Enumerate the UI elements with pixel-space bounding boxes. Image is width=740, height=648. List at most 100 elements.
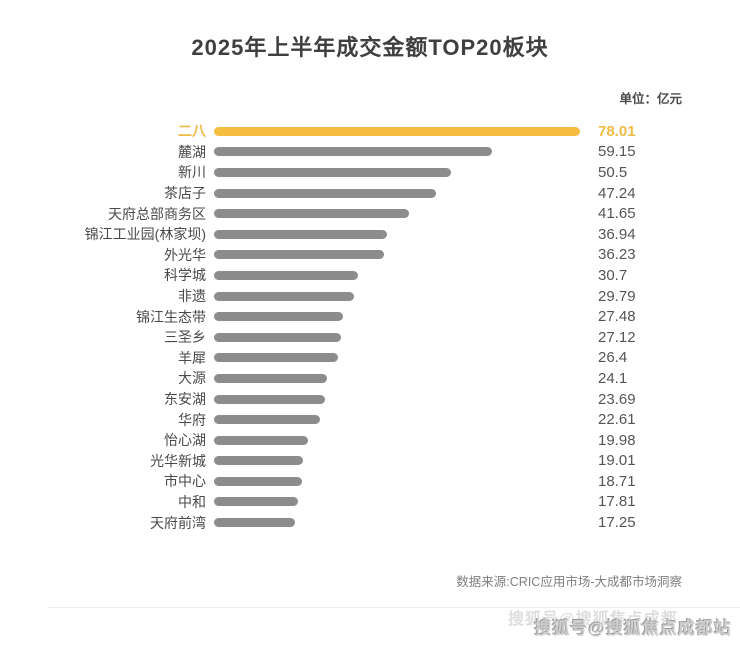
bar-track	[214, 332, 580, 342]
bar	[214, 353, 338, 363]
value-label: 18.71	[598, 472, 636, 490]
bar-row: 非遗 29.79	[50, 286, 690, 307]
category-label: 外光华	[164, 246, 206, 263]
bar-track	[214, 353, 580, 363]
bar	[214, 394, 326, 404]
bar-row: 新川 50.5	[50, 162, 690, 183]
category-label: 锦江生态带	[136, 308, 206, 325]
bar-row: 市中心 18.71	[50, 471, 690, 492]
value-label: 22.61	[598, 411, 636, 429]
bar-row: 茶店子 47.24	[50, 183, 690, 204]
bar-track	[214, 476, 580, 486]
data-source-note: 数据来源:CRIC应用市场-大成都市场洞察	[456, 575, 682, 589]
bar	[214, 518, 295, 528]
value-label: 17.81	[598, 493, 636, 511]
category-label: 天府前湾	[150, 514, 206, 531]
bar-row: 科学城 30.7	[50, 265, 690, 286]
value-label: 27.12	[598, 328, 636, 346]
bar-row: 三圣乡 27.12	[50, 327, 690, 348]
category-label: 市中心	[164, 473, 206, 490]
category-label: 二八	[178, 123, 206, 140]
bar-row: 羊犀 26.4	[50, 348, 690, 369]
category-label: 天府总部商务区	[108, 205, 206, 222]
bar-track	[214, 126, 580, 136]
bar-track	[214, 291, 580, 301]
bar	[214, 188, 436, 198]
bar-track	[214, 518, 580, 528]
bar	[214, 373, 328, 383]
category-label: 麓湖	[178, 143, 206, 160]
bar-row: 天府前湾 17.25	[50, 512, 690, 533]
value-label: 24.1	[598, 369, 628, 387]
bar-chart: 二八 78.01 麓湖 59.15 新川 50.5 茶店子 47.24 天府总部商务区 41.65…	[50, 121, 690, 533]
bar-track	[214, 209, 580, 219]
value-label: 47.24	[598, 184, 636, 202]
category-label: 怡心湖	[164, 432, 206, 449]
bar-row: 锦江工业园(林家坝) 36.94	[50, 224, 690, 245]
category-label: 科学城	[164, 267, 206, 284]
bar-row: 外光华 36.23	[50, 245, 690, 266]
bar-track	[214, 188, 580, 198]
bar	[214, 332, 342, 342]
bar-track	[214, 394, 580, 404]
category-label: 三圣乡	[164, 329, 206, 346]
unit-label: 单位：亿元	[619, 92, 682, 106]
bar-row: 二八 78.01	[50, 121, 690, 142]
bar	[214, 497, 298, 507]
value-label: 19.01	[598, 452, 636, 470]
bar-track	[214, 250, 580, 260]
watermark: 搜狐号@搜狐焦点成都站	[534, 619, 732, 638]
bar-track	[214, 435, 580, 445]
bar-rows: 二八 78.01 麓湖 59.15 新川 50.5 茶店子 47.24 天府总部商务区 41.65…	[50, 121, 690, 533]
category-label: 华府	[178, 411, 206, 428]
bar-row: 天府总部商务区 41.65	[50, 203, 690, 224]
bar	[214, 415, 321, 425]
value-label: 41.65	[598, 205, 636, 223]
category-label: 羊犀	[178, 349, 206, 366]
bar	[214, 435, 308, 445]
value-label: 36.94	[598, 225, 636, 243]
value-label: 19.98	[598, 431, 636, 449]
bar	[214, 126, 580, 136]
value-label: 29.79	[598, 287, 636, 305]
value-label: 36.23	[598, 246, 636, 264]
bar	[214, 167, 451, 177]
category-label: 锦江工业园(林家坝)	[84, 226, 206, 243]
bar-track	[214, 415, 580, 425]
bar-track	[214, 373, 580, 383]
bar	[214, 312, 343, 322]
category-label: 新川	[178, 164, 206, 181]
bar-track	[214, 167, 580, 177]
bar-track	[214, 147, 580, 157]
bar-track	[214, 270, 580, 280]
watermark-ghost: 搜狐号@搜狐焦点成都站	[508, 611, 678, 628]
category-label: 中和	[178, 493, 206, 510]
bar	[214, 250, 384, 260]
value-label: 78.01	[598, 122, 636, 140]
bar-row: 大源 24.1	[50, 368, 690, 389]
category-label: 大源	[178, 370, 206, 387]
bar	[214, 270, 359, 280]
bar	[214, 147, 492, 157]
bar-track	[214, 229, 580, 239]
bar-row: 麓湖 59.15	[50, 142, 690, 163]
bar	[214, 209, 410, 219]
bar-track	[214, 312, 580, 322]
bar	[214, 476, 302, 486]
bar-row: 怡心湖 19.98	[50, 430, 690, 451]
value-label: 30.7	[598, 266, 628, 284]
category-label: 非遗	[178, 288, 206, 305]
bar	[214, 291, 354, 301]
category-label: 茶店子	[164, 185, 206, 202]
category-label: 东安湖	[164, 391, 206, 408]
value-label: 50.5	[598, 163, 628, 181]
bar-row: 中和 17.81	[50, 492, 690, 513]
bar-row: 锦江生态带 27.48	[50, 306, 690, 327]
value-label: 26.4	[598, 349, 628, 367]
category-label: 光华新城	[150, 452, 206, 469]
bar	[214, 229, 388, 239]
value-label: 23.69	[598, 390, 636, 408]
value-label: 27.48	[598, 308, 636, 326]
bar-row: 华府 22.61	[50, 409, 690, 430]
